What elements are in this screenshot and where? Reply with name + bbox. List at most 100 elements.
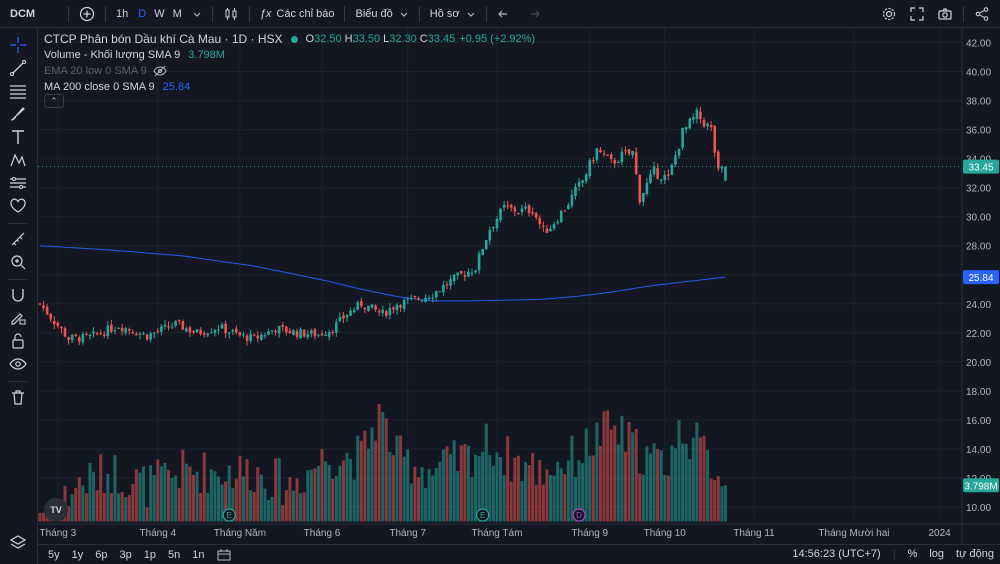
crosshair-tool[interactable] bbox=[9, 36, 27, 54]
event-marker[interactable] bbox=[222, 508, 236, 522]
fib-tool[interactable] bbox=[9, 82, 27, 100]
date-range-button[interactable] bbox=[211, 549, 237, 561]
volume-bar bbox=[713, 479, 717, 522]
hide-drawings-tool[interactable] bbox=[9, 355, 27, 373]
range-1d[interactable]: 1n bbox=[192, 549, 205, 561]
candle-body bbox=[281, 324, 285, 327]
interval-w[interactable]: W bbox=[154, 7, 165, 20]
candle-body bbox=[634, 152, 638, 174]
redo-button[interactable] bbox=[519, 0, 547, 27]
range-5d[interactable]: 5n bbox=[168, 549, 181, 561]
measure-tool[interactable] bbox=[9, 230, 27, 248]
volume-bar bbox=[720, 486, 724, 522]
volume-bar bbox=[159, 466, 163, 522]
remove-drawings-tool[interactable] bbox=[9, 388, 27, 406]
auto-scale-toggle[interactable]: tự động bbox=[956, 548, 994, 560]
price-axis[interactable] bbox=[38, 28, 1000, 544]
candle-body bbox=[210, 332, 213, 334]
prediction-tool[interactable] bbox=[9, 174, 27, 192]
percent-toggle[interactable]: % bbox=[907, 548, 918, 560]
volume-bar bbox=[509, 481, 513, 522]
stay-drawing-tool[interactable] bbox=[9, 309, 27, 327]
compare-add-button[interactable] bbox=[73, 0, 101, 27]
trend-line-tool[interactable] bbox=[9, 59, 27, 77]
y-tick-label: 20.00 bbox=[966, 358, 991, 369]
candle-body bbox=[706, 123, 709, 126]
volume-bar bbox=[638, 473, 642, 522]
legend-ema-row[interactable]: EMA 20 low 0 SMA 9 bbox=[44, 63, 535, 79]
candle-body bbox=[145, 334, 149, 340]
pattern-tool[interactable] bbox=[9, 151, 27, 169]
price-axis-bg[interactable] bbox=[962, 28, 1000, 544]
camera-button[interactable] bbox=[931, 0, 959, 27]
candle-body bbox=[202, 333, 206, 335]
brush-tool[interactable] bbox=[9, 105, 27, 123]
candle-body bbox=[374, 305, 377, 310]
log-toggle[interactable]: log bbox=[929, 548, 945, 560]
volume-bar bbox=[449, 454, 453, 522]
volume-value-label-bg bbox=[963, 478, 999, 493]
candle-body bbox=[302, 329, 306, 337]
volume-bar bbox=[524, 462, 528, 522]
tradingview-logo[interactable]: TV bbox=[44, 498, 68, 522]
interval-d[interactable]: D bbox=[138, 7, 147, 20]
volume-bar bbox=[566, 460, 570, 522]
range-6m[interactable]: 6p bbox=[95, 549, 108, 561]
volume-bar bbox=[584, 428, 588, 522]
object-tree-tool[interactable] bbox=[9, 534, 27, 552]
volume-bar bbox=[613, 425, 617, 522]
range-1y[interactable]: 1y bbox=[71, 549, 84, 561]
lock-drawings-tool[interactable] bbox=[9, 332, 27, 350]
volume-bar bbox=[349, 458, 353, 522]
timezone-clock[interactable]: 14:56:23 (UTC+7) bbox=[792, 548, 881, 560]
divider bbox=[248, 5, 250, 22]
range-1m[interactable]: 1p bbox=[143, 549, 156, 561]
candle-body bbox=[470, 272, 474, 274]
candle-body bbox=[392, 307, 395, 310]
low-value: 32.30 bbox=[389, 33, 417, 45]
favorite-tool[interactable] bbox=[9, 197, 27, 215]
magnet-tool[interactable] bbox=[9, 286, 27, 304]
chart-style-button[interactable] bbox=[217, 0, 245, 27]
candle-body bbox=[274, 330, 277, 333]
settings-button[interactable] bbox=[875, 0, 903, 27]
volume-bar bbox=[277, 458, 281, 522]
volume-bar bbox=[363, 430, 367, 522]
volume-bar bbox=[513, 457, 517, 522]
undo-button[interactable] bbox=[491, 0, 519, 27]
zoom-tool[interactable] bbox=[9, 253, 27, 271]
volume-bar bbox=[481, 451, 485, 522]
collapse-legend-button[interactable]: ⌃ bbox=[44, 94, 64, 108]
range-3m[interactable]: 3p bbox=[119, 549, 132, 561]
legend-volume-row[interactable]: Volume - Khối lượng SMA 9 3.798M bbox=[44, 47, 535, 63]
candle-body bbox=[645, 182, 649, 195]
interval-1h[interactable]: 1h bbox=[116, 7, 129, 20]
candle-body bbox=[295, 331, 299, 337]
volume-bar bbox=[99, 454, 103, 522]
interval-m[interactable]: M bbox=[172, 7, 182, 20]
interval-dropdown-button[interactable] bbox=[186, 0, 208, 27]
profile-menu-button[interactable]: Hồ sơ bbox=[424, 0, 482, 27]
text-tool[interactable] bbox=[9, 128, 27, 146]
event-marker[interactable] bbox=[572, 508, 586, 522]
legend-ma-row[interactable]: MA 200 close 0 SMA 9 25.84 bbox=[44, 79, 535, 95]
volume-value: 3.798M bbox=[188, 49, 225, 61]
fullscreen-button[interactable] bbox=[903, 0, 931, 27]
y-tick-label: 38.00 bbox=[966, 97, 991, 108]
candle-body bbox=[81, 333, 85, 343]
eye-icon bbox=[9, 358, 27, 370]
share-button[interactable] bbox=[968, 0, 1000, 27]
range-5y[interactable]: 5y bbox=[48, 549, 60, 561]
indicators-button[interactable]: ƒx Các chỉ báo bbox=[254, 0, 341, 27]
profile-menu-label: Hồ sơ bbox=[429, 7, 460, 20]
chart-menu-button[interactable]: Biểu đồ bbox=[349, 0, 414, 27]
event-marker[interactable] bbox=[476, 508, 490, 522]
legend-main-row[interactable]: CTCP Phân bón Dầu khí Cà Mau · 1D · HSX … bbox=[44, 31, 535, 47]
gear-icon bbox=[882, 7, 896, 20]
symbol-search-button[interactable]: DCM bbox=[10, 7, 36, 20]
eye-crossed-icon[interactable] bbox=[153, 65, 167, 77]
volume-bar bbox=[256, 467, 260, 522]
volume-bar bbox=[631, 432, 635, 522]
candle-body bbox=[567, 204, 570, 209]
